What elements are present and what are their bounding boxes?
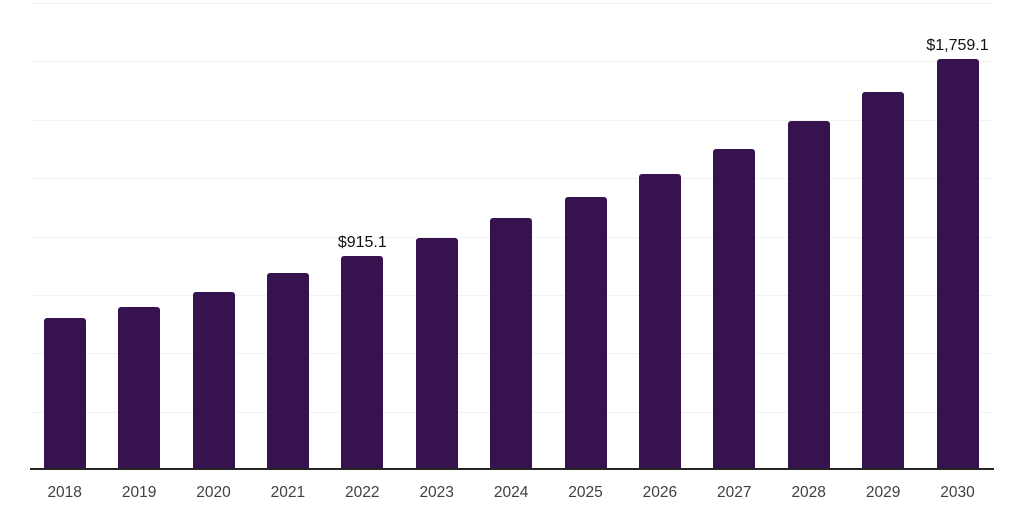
bar-2029 [862,91,905,470]
bar-2023 [415,238,458,470]
gridline [30,3,994,4]
bar-2028 [787,121,830,470]
bar-2026 [638,173,681,470]
x-tick-label: 2029 [865,484,901,501]
gridline [30,178,994,180]
bar-2030 [936,59,979,470]
x-tick-label: 2023 [419,484,454,501]
x-axis-labels: 2018 2019 2020 2021 2022 2023 2024 2025 2026 2027… [30,484,994,504]
x-tick-label: 2022 [345,484,380,501]
bar-2024 [490,218,533,470]
bar-2020 [192,291,235,470]
x-tick-label: 2027 [717,484,752,501]
plot-area: $915.1 $1,759.1 [30,3,994,470]
bar-2025 [564,197,607,470]
bar-2019 [118,307,161,470]
x-tick-label: 2030 [940,484,975,501]
bar-2021 [266,272,309,470]
data-label-2022: $915.1 [337,234,387,252]
bar-2022 [341,256,384,470]
x-tick-label: 2021 [270,484,306,501]
x-tick-label: 2028 [791,484,826,501]
gridline [30,61,994,63]
gridline [30,119,994,121]
bar-2018 [43,317,86,470]
x-tick-label: 2025 [568,484,603,501]
x-tick-label: 2026 [642,484,678,501]
bar-2027 [713,148,756,470]
x-tick-label: 2019 [121,484,157,501]
x-tick-label: 2020 [196,484,231,501]
data-label-2030: $1,759.1 [926,37,989,55]
x-axis-line [30,468,994,470]
x-tick-label: 2018 [47,484,82,501]
x-tick-label: 2024 [493,484,529,501]
